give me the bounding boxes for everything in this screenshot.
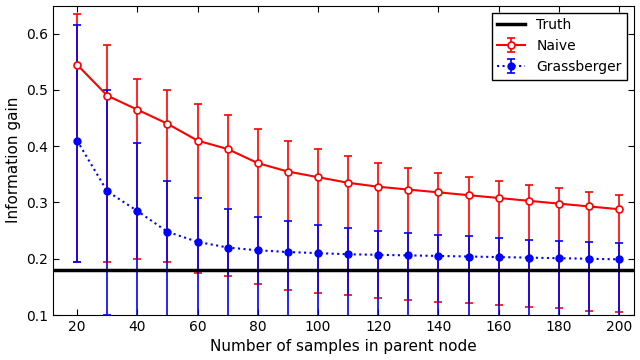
Legend: Truth, Naive, Grassberger: Truth, Naive, Grassberger	[492, 13, 627, 80]
Truth	[16, 268, 24, 272]
Truth	[13, 268, 20, 272]
Y-axis label: Information gain: Information gain	[6, 97, 20, 224]
X-axis label: Number of samples in parent node: Number of samples in parent node	[210, 339, 477, 355]
